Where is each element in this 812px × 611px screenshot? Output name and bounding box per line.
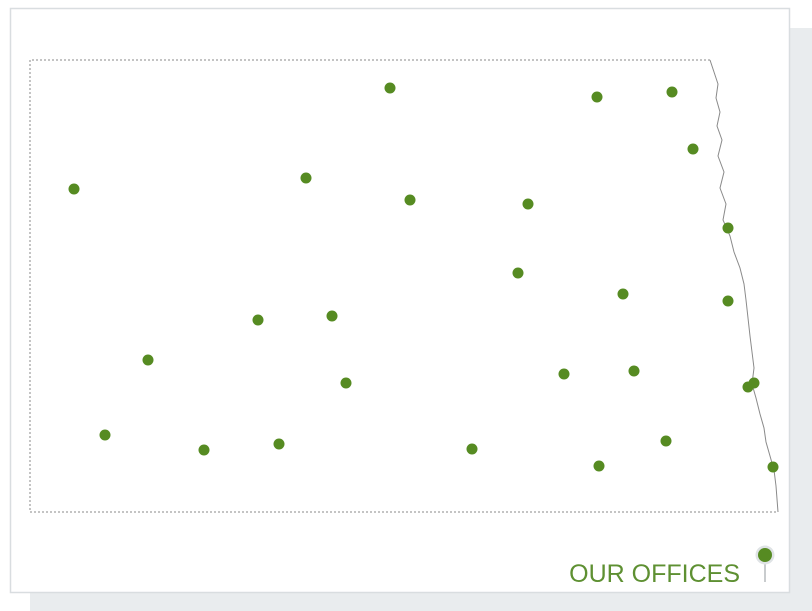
office-marker[interactable] bbox=[593, 460, 605, 472]
office-marker[interactable] bbox=[326, 310, 338, 322]
office-marker[interactable] bbox=[466, 443, 478, 455]
state-border bbox=[29, 59, 778, 513]
office-marker[interactable] bbox=[767, 461, 779, 473]
state-outline bbox=[29, 59, 779, 513]
office-marker[interactable] bbox=[628, 365, 640, 377]
office-marker[interactable] bbox=[748, 377, 760, 389]
office-marker[interactable] bbox=[252, 314, 264, 326]
office-markers bbox=[68, 82, 779, 473]
legend: OUR OFFICES bbox=[569, 545, 775, 588]
office-marker[interactable] bbox=[660, 435, 672, 447]
office-marker[interactable] bbox=[687, 143, 699, 155]
office-marker[interactable] bbox=[591, 91, 603, 103]
office-marker[interactable] bbox=[273, 438, 285, 450]
pin-head bbox=[758, 548, 772, 562]
office-marker[interactable] bbox=[142, 354, 154, 366]
office-marker[interactable] bbox=[617, 288, 629, 300]
office-marker[interactable] bbox=[68, 183, 80, 195]
office-marker[interactable] bbox=[666, 86, 678, 98]
office-marker[interactable] bbox=[722, 295, 734, 307]
office-marker[interactable] bbox=[384, 82, 396, 94]
map-card bbox=[9, 7, 791, 594]
legend-title: OUR OFFICES bbox=[569, 560, 740, 588]
office-marker[interactable] bbox=[404, 194, 416, 206]
office-marker[interactable] bbox=[722, 222, 734, 234]
office-marker[interactable] bbox=[198, 444, 210, 456]
office-marker[interactable] bbox=[522, 198, 534, 210]
office-marker[interactable] bbox=[512, 267, 524, 279]
office-marker[interactable] bbox=[300, 172, 312, 184]
river-border bbox=[709, 59, 779, 513]
office-marker[interactable] bbox=[340, 377, 352, 389]
office-marker[interactable] bbox=[99, 429, 111, 441]
office-marker[interactable] bbox=[558, 368, 570, 380]
